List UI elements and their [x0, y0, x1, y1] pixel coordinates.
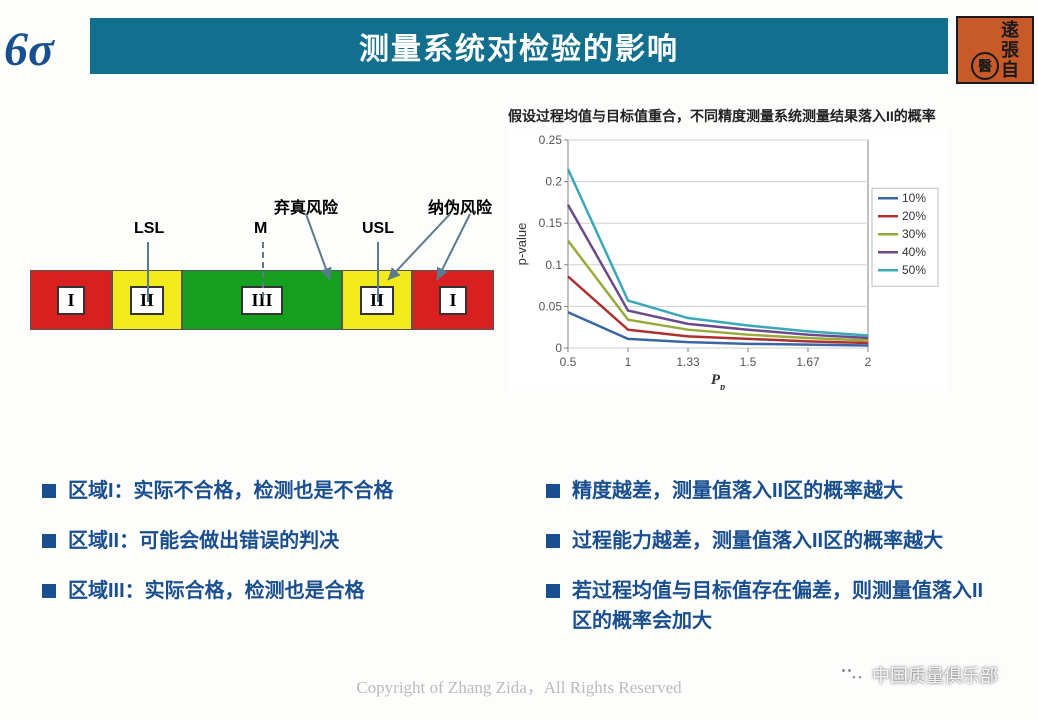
svg-text:0: 0	[555, 341, 562, 355]
svg-text:p-value: p-value	[514, 223, 529, 266]
bullet-text: 区域III：实际合格，检测也是合格	[68, 576, 365, 606]
svg-text:40%: 40%	[902, 245, 926, 259]
seal-char-1: 張	[1001, 40, 1019, 60]
bullet-marker	[546, 484, 560, 498]
svg-text:0.2: 0.2	[545, 175, 562, 189]
chart-title: 假设过程均值与目标值重合，不同精度测量系统测量结果落入II的概率	[508, 106, 1008, 126]
svg-text:1: 1	[625, 355, 632, 369]
bullet-col-right: 精度越差，测量值落入II区的概率越大过程能力越差，测量值落入II区的概率越大若过…	[546, 476, 986, 656]
line-chart-area: 假设过程均值与目标值重合，不同精度测量系统测量结果落入II的概率 0 0.05 0.…	[508, 106, 1008, 395]
page-title: 测量系统对检验的影响	[90, 18, 948, 74]
bullet-item: 若过程均值与目标值存在偏差，则测量值落入II区的概率会加大	[546, 576, 986, 636]
svg-text:Pp: Pp	[711, 372, 725, 390]
seal-circle: 醫	[971, 52, 999, 80]
bullet-item: 区域II：可能会做出错误的判决	[42, 526, 482, 556]
bullet-text: 精度越差，测量值落入II区的概率越大	[572, 476, 903, 506]
svg-text:20%: 20%	[902, 209, 926, 223]
bullet-item: 精度越差，测量值落入II区的概率越大	[546, 476, 986, 506]
svg-text:1.5: 1.5	[740, 355, 757, 369]
bullet-marker	[42, 484, 56, 498]
wechat-icon	[836, 662, 866, 688]
svg-text:2: 2	[865, 355, 872, 369]
bullet-col-left: 区域I：实际不合格，检测也是不合格区域II：可能会做出错误的判决区域III：实际…	[42, 476, 482, 656]
svg-text:0.1: 0.1	[545, 258, 562, 272]
bullet-marker	[546, 534, 560, 548]
seal-char-2: 自	[1001, 60, 1019, 80]
bullet-text: 区域II：可能会做出错误的判决	[68, 526, 339, 556]
bullet-item: 区域III：实际合格，检测也是合格	[42, 576, 482, 606]
bullet-text: 过程能力越差，测量值落入II区的概率越大	[572, 526, 943, 556]
svg-text:50%: 50%	[902, 263, 926, 277]
svg-text:10%: 10%	[902, 191, 926, 205]
content-area: LSL M 弃真风险 USL 纳伪风险 IIIIIIIII 假设过程均值与目标值…	[0, 92, 1038, 652]
bullet-text: 区域I：实际不合格，检测也是不合格	[68, 476, 394, 506]
svg-text:0.15: 0.15	[539, 216, 563, 230]
bullet-item: 过程能力越差，测量值落入II区的概率越大	[546, 526, 986, 556]
zone-diagram: LSL M 弃真风险 USL 纳伪风险 IIIIIIIII	[30, 210, 500, 330]
six-sigma-logo: 6σ	[4, 22, 54, 77]
header-bar: 6σ 测量系统对检验的影响 醫 逺 張 自	[0, 0, 1038, 92]
watermark: 中国质量俱乐部	[836, 662, 998, 688]
bullet-lists: 区域I：实际不合格，检测也是不合格区域II：可能会做出错误的判决区域III：实际…	[42, 476, 986, 656]
risk-arrows	[30, 210, 500, 300]
seal-logo: 醫 逺 張 自	[956, 16, 1034, 84]
bullet-text: 若过程均值与目标值存在偏差，则测量值落入II区的概率会加大	[572, 576, 986, 636]
bullet-marker	[42, 534, 56, 548]
svg-text:30%: 30%	[902, 227, 926, 241]
svg-text:0.5: 0.5	[560, 355, 577, 369]
bullet-marker	[546, 584, 560, 598]
svg-text:0.25: 0.25	[539, 133, 563, 147]
svg-text:0.05: 0.05	[539, 299, 563, 313]
svg-text:1.33: 1.33	[676, 355, 700, 369]
seal-char-0: 逺	[1001, 20, 1019, 40]
watermark-text: 中国质量俱乐部	[872, 662, 998, 688]
bullet-marker	[42, 584, 56, 598]
seal-chars: 逺 張 自	[1001, 20, 1019, 80]
bullet-item: 区域I：实际不合格，检测也是不合格	[42, 476, 482, 506]
line-chart: 0 0.05 0.1 0.15 0.2 0.25 0.5 1 1.33 1.5 1.67 2 p-val…	[508, 130, 948, 390]
svg-text:1.67: 1.67	[796, 355, 820, 369]
